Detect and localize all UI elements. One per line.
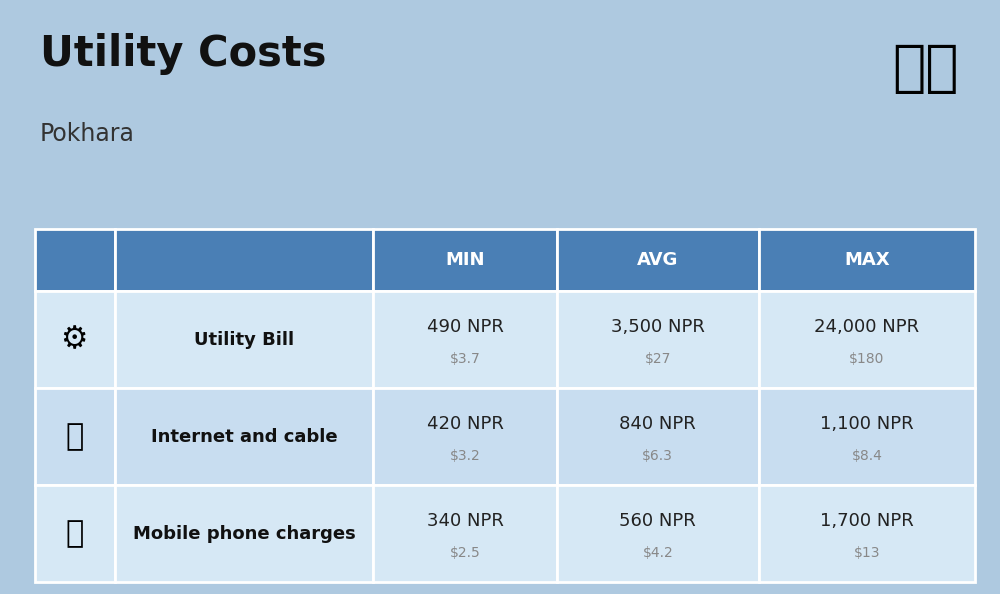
Text: 840 NPR: 840 NPR: [619, 415, 696, 433]
Text: Mobile phone charges: Mobile phone charges: [133, 525, 356, 542]
Text: 3,500 NPR: 3,500 NPR: [611, 318, 705, 336]
Text: $180: $180: [849, 352, 885, 366]
Text: $27: $27: [645, 352, 671, 366]
Text: 1,700 NPR: 1,700 NPR: [820, 512, 914, 530]
Text: 340 NPR: 340 NPR: [427, 512, 503, 530]
Text: 490 NPR: 490 NPR: [427, 318, 503, 336]
Text: MIN: MIN: [445, 251, 485, 269]
Text: 🇳🇵: 🇳🇵: [892, 42, 958, 96]
Text: ⚙️: ⚙️: [61, 325, 89, 354]
Text: $3.2: $3.2: [450, 449, 480, 463]
Text: 560 NPR: 560 NPR: [619, 512, 696, 530]
Text: 1,100 NPR: 1,100 NPR: [820, 415, 914, 433]
Text: Internet and cable: Internet and cable: [151, 428, 337, 446]
Text: 📱: 📱: [66, 519, 84, 548]
Text: 420 NPR: 420 NPR: [427, 415, 503, 433]
Text: AVG: AVG: [637, 251, 678, 269]
Text: Utility Costs: Utility Costs: [40, 33, 326, 75]
Text: $4.2: $4.2: [642, 546, 673, 560]
Text: $3.7: $3.7: [450, 352, 480, 366]
Text: 📶: 📶: [66, 422, 84, 451]
Text: 24,000 NPR: 24,000 NPR: [814, 318, 919, 336]
Text: MAX: MAX: [844, 251, 890, 269]
Text: $8.4: $8.4: [851, 449, 882, 463]
Text: $6.3: $6.3: [642, 449, 673, 463]
Text: $13: $13: [854, 546, 880, 560]
Text: Pokhara: Pokhara: [40, 122, 135, 146]
Text: Utility Bill: Utility Bill: [194, 331, 294, 349]
Text: $2.5: $2.5: [450, 546, 480, 560]
